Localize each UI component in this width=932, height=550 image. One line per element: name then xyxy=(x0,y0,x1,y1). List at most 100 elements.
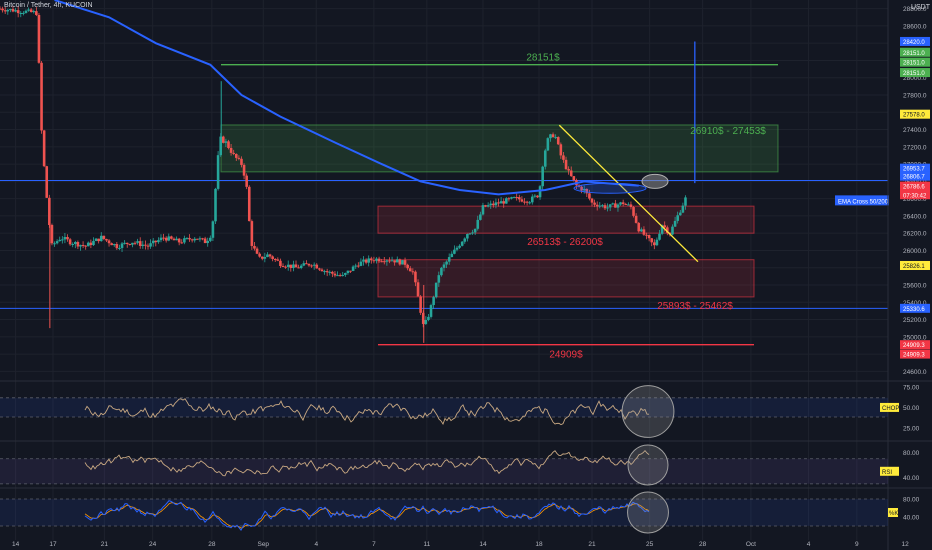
candle-body xyxy=(9,9,12,11)
y-tick-label: 28000.0 xyxy=(903,75,927,82)
candle-body xyxy=(476,219,480,229)
candle-body xyxy=(299,265,303,268)
candle-body xyxy=(580,186,583,191)
candle-body xyxy=(323,271,326,273)
candle-body xyxy=(102,235,106,239)
candle-body xyxy=(183,238,186,243)
candle-body xyxy=(279,260,282,266)
candle-body xyxy=(559,144,563,156)
x-tick-label: 12 xyxy=(902,541,910,548)
candle-body xyxy=(149,243,152,247)
price-tag-label: 26786.6 xyxy=(903,185,925,191)
y-tick-label: 26200.0 xyxy=(903,231,927,238)
price-tag-box xyxy=(900,349,930,359)
price-tag-box xyxy=(900,181,930,191)
candle-body xyxy=(312,264,316,266)
x-tick-label: Oct xyxy=(746,541,756,548)
candle-body xyxy=(541,166,544,187)
candle-body xyxy=(421,312,425,324)
x-tick-label: 7 xyxy=(372,541,376,548)
candle-body xyxy=(136,241,139,243)
candle-body xyxy=(224,141,228,143)
candle-body xyxy=(658,233,661,240)
candle-body xyxy=(398,259,402,265)
candle-body xyxy=(320,269,324,272)
candle-body xyxy=(229,147,233,153)
candle-body xyxy=(650,238,654,243)
candle-body xyxy=(598,205,602,207)
candle-body xyxy=(676,215,679,221)
candle-body xyxy=(499,201,503,204)
candle-body xyxy=(593,202,596,205)
stoch-k-line xyxy=(84,500,650,532)
candle-body xyxy=(260,256,264,259)
candle-body xyxy=(382,261,386,263)
candle-body xyxy=(647,234,651,239)
candle-body xyxy=(193,238,197,241)
x-tick-label: 21 xyxy=(588,541,596,548)
panel-tag-box xyxy=(888,508,898,517)
price-tag-label: 25826.1 xyxy=(903,264,925,270)
candle-body xyxy=(144,244,147,246)
candle-body xyxy=(455,247,459,250)
candle-body xyxy=(79,245,82,247)
candle-body xyxy=(629,204,633,208)
candle-body xyxy=(336,275,339,277)
candle-body xyxy=(517,197,521,200)
candle-body xyxy=(606,207,609,209)
x-tick-label: 28 xyxy=(208,541,216,548)
candle-body xyxy=(66,236,69,240)
panel-tick-label: 25.00 xyxy=(903,425,920,432)
candle-body xyxy=(120,243,124,248)
candle-body xyxy=(221,136,225,143)
candle-body xyxy=(37,15,41,63)
candle-body xyxy=(595,204,599,207)
candle-body xyxy=(201,238,204,240)
candle-body xyxy=(564,159,568,170)
candle-body xyxy=(603,205,607,209)
candle-body xyxy=(209,237,212,241)
candle-body xyxy=(328,271,332,273)
y-tick-label: 25400.0 xyxy=(903,300,927,307)
x-tick-label: 11 xyxy=(423,541,430,548)
candle-body xyxy=(556,137,560,145)
candle-body xyxy=(71,244,75,246)
price-tag-label: 28151.0 xyxy=(903,71,925,77)
panel-chop: 75.00 50.00 25.00 CHOP xyxy=(0,380,932,438)
candle-body xyxy=(206,240,210,244)
candle-body xyxy=(494,202,498,206)
ema-label: EMA Cross 50/200 Plot xyxy=(838,199,900,205)
panel-tag-box xyxy=(880,402,899,412)
candle-body xyxy=(50,225,54,244)
candles xyxy=(0,6,687,328)
price-tag-box xyxy=(900,171,930,181)
panel-tag-label: RSI xyxy=(882,470,892,476)
price-axis-bg xyxy=(889,0,932,550)
candle-body xyxy=(58,239,62,242)
candle-body xyxy=(123,242,126,244)
candle-body xyxy=(432,297,435,306)
candle-body xyxy=(1,8,4,11)
candle-body xyxy=(660,225,664,234)
candle-body xyxy=(567,169,570,171)
y-tick-label: 27400.0 xyxy=(903,127,927,134)
oscillator-line xyxy=(84,398,650,426)
price-tag-label: 28420.0 xyxy=(903,40,925,46)
candle-body xyxy=(616,204,620,208)
candle-body xyxy=(608,204,612,208)
candle-body xyxy=(427,316,430,320)
candle-body xyxy=(341,274,345,276)
candle-body xyxy=(159,237,163,241)
candle-body xyxy=(551,134,555,138)
candle-body xyxy=(286,264,290,267)
candle-body xyxy=(502,201,506,204)
candle-body xyxy=(634,215,638,223)
y-tick-label: 24600.0 xyxy=(903,369,927,376)
candle-body xyxy=(416,282,420,297)
candle-body xyxy=(14,10,17,12)
candle-body xyxy=(131,242,134,245)
panel-tick-label: 80.00 xyxy=(903,497,920,504)
x-tick-label: 4 xyxy=(314,541,318,548)
price-tag-box xyxy=(900,260,930,270)
